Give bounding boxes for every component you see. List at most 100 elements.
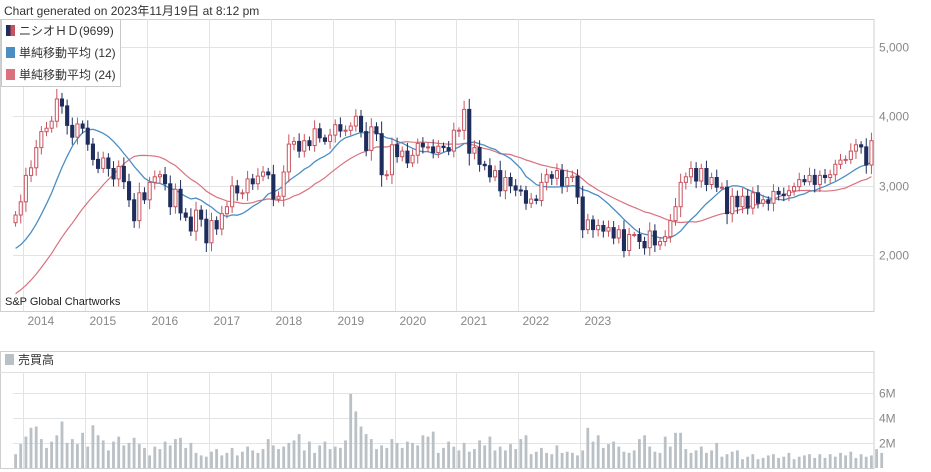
x-tick-label: 2023 — [585, 314, 612, 328]
candle-up — [668, 220, 673, 238]
candle-up — [54, 98, 59, 122]
volume-bar — [354, 411, 358, 468]
candle-down — [714, 177, 719, 188]
candle-up — [462, 108, 467, 131]
volume-bar — [318, 445, 322, 468]
volume-bar — [699, 446, 703, 468]
candle-down — [776, 190, 781, 195]
candle-down — [80, 123, 85, 129]
ma24-swatch-icon — [6, 69, 15, 80]
candle-up — [539, 181, 544, 201]
volume-bar — [617, 446, 621, 468]
volume-bar — [828, 454, 832, 468]
volume-bar — [787, 452, 791, 468]
volume-bar — [555, 445, 559, 468]
candle-up — [49, 120, 54, 129]
volume-bar — [761, 457, 765, 468]
candle-down — [859, 144, 864, 148]
candle-down — [420, 142, 425, 148]
volume-bar — [127, 442, 131, 468]
candle-up — [369, 126, 374, 151]
volume-bar — [76, 444, 79, 468]
candle-up — [797, 179, 802, 188]
volume-bar — [380, 445, 383, 468]
volume-bar — [493, 450, 497, 468]
candle-up — [389, 144, 394, 176]
candle-down — [642, 241, 647, 249]
chart-generated-text: Chart generated on 2023年11月19日 at 8:12 p… — [4, 4, 260, 18]
volume-bar — [534, 451, 538, 468]
x-tick-label: 2019 — [338, 314, 365, 328]
volume-bar — [478, 440, 481, 468]
candle-up — [302, 140, 307, 152]
volume-bar — [369, 439, 373, 468]
volume-bar — [627, 452, 631, 468]
candle-up — [245, 178, 250, 194]
volume-bar — [442, 447, 445, 468]
volume-bar — [14, 454, 17, 468]
volume-bar — [565, 451, 569, 468]
volume-legend: 売買高 — [5, 352, 54, 368]
candle-down — [142, 192, 147, 201]
legend-item-ma24[interactable]: 単純移動平均 (24) — [6, 66, 116, 84]
candle-down — [168, 183, 173, 208]
legend-label: 単純移動平均 (12) — [19, 46, 116, 60]
volume-bar — [870, 455, 873, 468]
volume-bar — [545, 452, 548, 468]
candle-down — [477, 147, 482, 165]
candle-up — [596, 225, 601, 231]
candle-down — [441, 145, 446, 149]
legend-item-price[interactable]: ニシオＨＤ(9699) — [6, 22, 114, 40]
legend-item-ma12[interactable]: 単純移動平均 (12) — [6, 44, 116, 62]
volume-bar — [467, 451, 471, 468]
candle-up — [101, 157, 106, 169]
volume-bar — [632, 450, 636, 468]
volume-bars — [14, 393, 884, 468]
candle-up — [719, 186, 725, 189]
candle-down — [694, 168, 699, 182]
volume-bar — [591, 441, 595, 468]
candle-up — [853, 144, 859, 152]
volume-bar — [601, 447, 605, 468]
candle-up — [673, 206, 678, 222]
candle-down — [704, 168, 709, 185]
volume-bar — [344, 440, 347, 468]
volume-bar — [607, 444, 610, 468]
volume-bar — [339, 447, 342, 468]
volume-bar — [168, 445, 172, 468]
candle-up — [219, 213, 224, 230]
candle-up — [456, 129, 461, 132]
volume-bar — [473, 449, 476, 468]
volume-bar — [782, 456, 786, 468]
volume-bar — [643, 435, 646, 468]
candle-up — [348, 125, 353, 131]
candle-down — [127, 181, 132, 201]
volume-bar — [746, 456, 750, 468]
candle-up — [817, 174, 822, 185]
candle-up — [503, 177, 508, 192]
volume-bar — [452, 446, 456, 468]
volume-bar — [638, 439, 641, 468]
candle-down — [591, 219, 596, 231]
volume-bar — [395, 442, 399, 468]
volume-bar — [81, 432, 84, 468]
volume-bar — [333, 446, 337, 468]
volume-bar — [679, 432, 682, 468]
volume-bar — [720, 456, 724, 468]
volume-bar — [86, 446, 90, 468]
legend-label: 単純移動平均 (24) — [19, 68, 116, 82]
candle-up — [709, 177, 714, 185]
volume-bar — [400, 447, 404, 468]
volume-bar — [612, 441, 615, 468]
volume-bar — [833, 456, 837, 468]
candle-up — [343, 129, 348, 132]
candle-down — [379, 133, 384, 176]
volume-bar — [519, 439, 523, 468]
candle-down — [431, 146, 436, 153]
volume-bar — [813, 457, 817, 468]
x-tick-label: 2016 — [152, 314, 179, 328]
volume-bar — [663, 436, 667, 468]
candle-up — [194, 209, 199, 232]
volume-bar — [560, 452, 564, 468]
volume-bar — [864, 456, 868, 468]
